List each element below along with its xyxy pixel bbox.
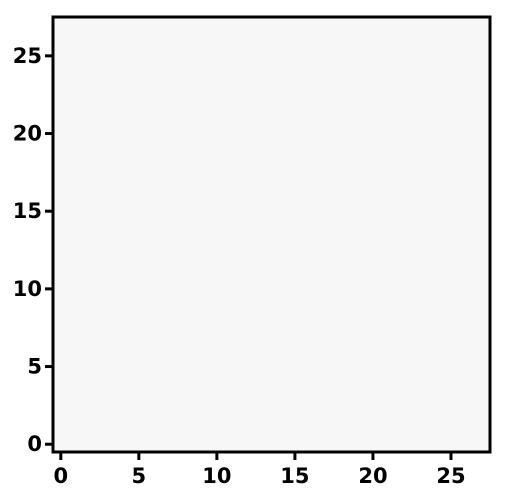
x-tick-label: 25 bbox=[436, 464, 465, 488]
y-tick-label: 20 bbox=[13, 122, 42, 146]
y-tick-label: 25 bbox=[13, 44, 42, 68]
plot-background bbox=[53, 17, 490, 452]
plot-area bbox=[51, 15, 492, 454]
x-tick-label: 10 bbox=[202, 464, 231, 488]
x-axis: 0 5 10 15 20 25 bbox=[53, 452, 466, 488]
x-tick-label: 20 bbox=[358, 464, 387, 488]
y-tick-label: 10 bbox=[13, 277, 42, 301]
x-tick-label: 0 bbox=[53, 464, 68, 488]
x-tick-label: 5 bbox=[132, 464, 147, 488]
x-tick-label: 15 bbox=[280, 464, 309, 488]
axes-frame bbox=[51, 15, 492, 454]
y-tick-label: 15 bbox=[13, 199, 42, 223]
y-tick-label: 5 bbox=[27, 355, 42, 379]
y-tick-label: 0 bbox=[27, 432, 42, 456]
y-axis: 0 5 10 15 20 25 bbox=[13, 44, 53, 456]
